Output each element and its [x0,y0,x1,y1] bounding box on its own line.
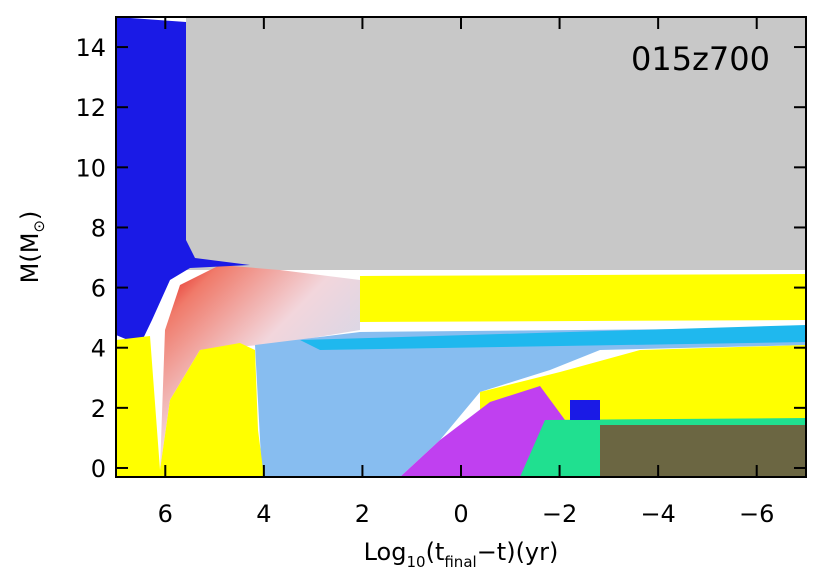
y-tick-label: 4 [91,335,106,363]
x-tick-label: 2 [355,500,370,528]
x-label-part: 10 [406,553,425,571]
x-tick-label: −2 [542,500,577,528]
core-region [570,400,600,420]
y-label-part: ⊙ [30,220,48,233]
burning-region [160,265,360,470]
core-region [400,386,565,477]
x-tick-label: −6 [739,500,774,528]
envelope-region [186,17,806,270]
shell-region [360,274,806,322]
y-tick-label: 8 [91,214,106,242]
y-label-part: M(M [16,233,44,284]
shell-region [300,325,806,350]
y-tick-label: 10 [75,154,106,182]
convective-region [116,17,250,345]
y-tick-label: 2 [91,395,106,423]
y-label-part: ) [16,211,44,220]
y-tick-label: 0 [91,455,106,483]
regions [116,17,806,477]
x-label-part: final [444,553,476,571]
annotation: 015z700 [631,40,770,78]
y-tick-label: 6 [91,275,106,303]
x-tick-label: −4 [640,500,675,528]
core-region [116,336,264,477]
x-label-part: −t)(yr) [477,538,559,566]
x-tick-label: 0 [453,500,468,528]
x-label-part: Log [364,538,407,566]
y-tick-label: 12 [75,94,106,122]
x-tick-label: 4 [256,500,271,528]
core-region [520,418,806,477]
x-tick-label: 6 [158,500,173,528]
y-axis-label: M(M⊙) [16,211,48,284]
y-tick-label: 14 [75,34,106,62]
core-region [600,425,806,477]
radiative-region [255,328,806,477]
x-axis-label: Log10(tfinal−t)(yr) [364,538,559,571]
x-label-part: (t [426,538,445,566]
